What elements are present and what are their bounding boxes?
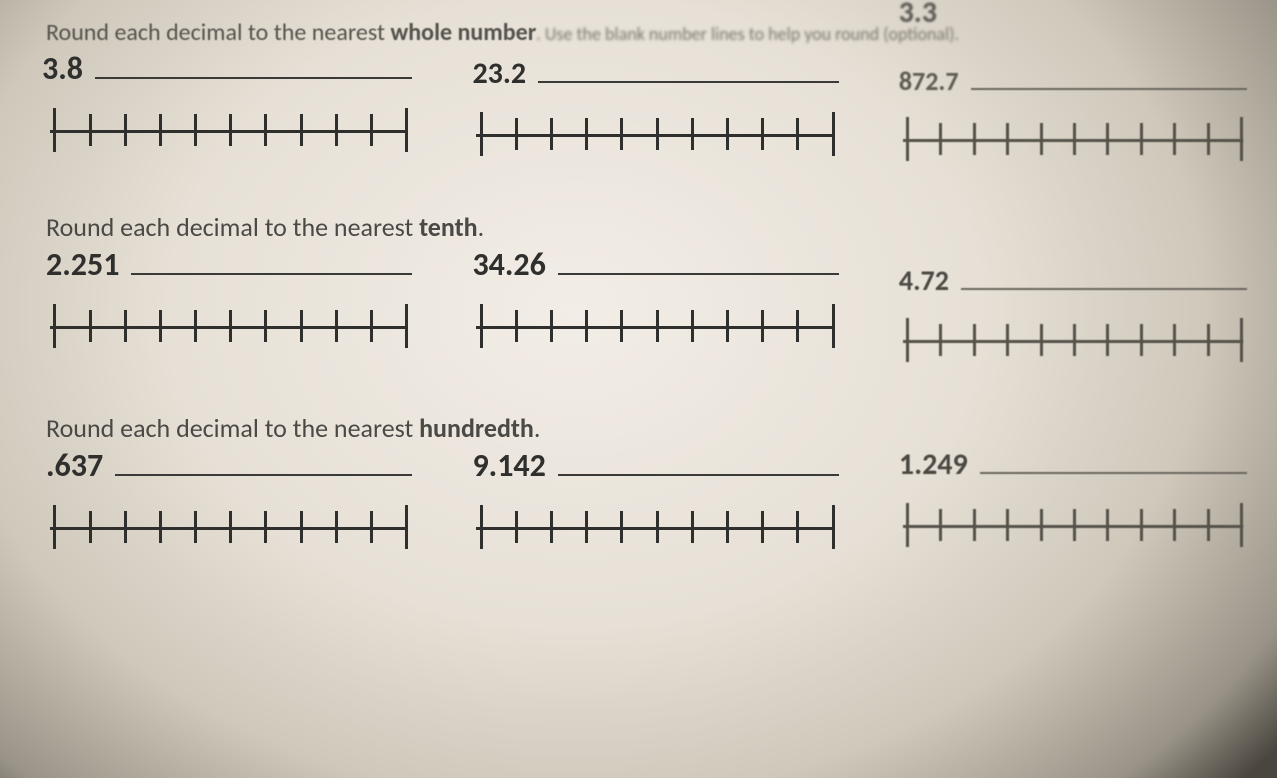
problem-cell: 2.251 [46, 245, 412, 358]
problem-cell: 23.2 [472, 55, 838, 166]
problem-prompt: 2.251 [46, 245, 412, 284]
instruction-text-post: . [534, 412, 541, 444]
instruction-text-bold: tenth [419, 211, 477, 243]
answer-blank[interactable] [971, 70, 1247, 90]
section-tenth: Round each decimal to the nearest tenth.… [46, 211, 1247, 372]
problem-value: 23.2 [472, 55, 526, 92]
number-line[interactable] [899, 312, 1247, 372]
problem-prompt: .637 [46, 446, 412, 485]
section-hundredth: Round each decimal to the nearest hundre… [46, 412, 1247, 559]
problem-prompt: 34.26 [472, 245, 838, 284]
section-whole-number: Round each decimal to the nearest whole … [46, 18, 1247, 171]
problem-value: 4.72 [899, 263, 949, 298]
instruction-text-bold: hundredth [419, 412, 534, 444]
problem-prompt: 872.7 [899, 65, 1247, 97]
answer-blank[interactable] [558, 255, 839, 275]
number-line[interactable] [46, 499, 412, 559]
answer-blank[interactable] [980, 454, 1247, 474]
problem-value: 2.251 [46, 245, 119, 284]
answer-blank[interactable] [558, 456, 839, 476]
answer-blank[interactable] [131, 255, 412, 275]
problem-row: .637 9.142 1.249 [46, 446, 1247, 559]
problem-prompt: 23.2 [472, 55, 838, 92]
number-line[interactable] [472, 499, 838, 559]
problem-cell: 9.142 [472, 446, 838, 559]
number-line[interactable] [472, 298, 838, 358]
number-line[interactable] [899, 497, 1247, 557]
problem-prompt: 1.249 [899, 446, 1247, 483]
instruction-text-post: . [478, 211, 485, 243]
instruction-whole: Round each decimal to the nearest whole … [46, 18, 1247, 47]
instruction-text-pre: Round each decimal to the nearest [46, 18, 390, 47]
problem-value: 9.142 [472, 446, 545, 485]
worksheet-page: 3.3 Round each decimal to the nearest wh… [0, 0, 1277, 778]
problem-cell: 4.72 [899, 263, 1247, 372]
instruction-hundredth: Round each decimal to the nearest hundre… [46, 412, 1247, 444]
instruction-text-pre: Round each decimal to the nearest [46, 211, 419, 243]
answer-blank[interactable] [961, 270, 1247, 290]
problem-cell: 34.26 [472, 245, 838, 358]
problem-value: 872.7 [899, 65, 959, 97]
problem-row: 2.251 34.26 4.72 [46, 245, 1247, 372]
number-line[interactable] [46, 102, 412, 162]
answer-blank[interactable] [115, 456, 412, 476]
instruction-tenth: Round each decimal to the nearest tenth. [46, 211, 1247, 243]
problem-value: 34.26 [472, 245, 545, 284]
instruction-text-pre: Round each decimal to the nearest [46, 412, 419, 444]
problem-value: 1.249 [899, 446, 968, 483]
problem-value: .637 [46, 446, 103, 485]
number-line[interactable] [899, 111, 1247, 171]
instruction-text-bold: whole number [390, 18, 536, 47]
problem-cell: .637 [46, 446, 412, 559]
problem-cell: 1.249 [899, 446, 1247, 557]
problem-cell: 872.7 [899, 65, 1247, 171]
number-line[interactable] [472, 106, 838, 166]
answer-blank[interactable] [538, 63, 839, 83]
problem-value: 3.8 [42, 49, 83, 88]
problem-prompt: 9.142 [472, 446, 838, 485]
answer-blank[interactable] [95, 59, 412, 79]
problem-row: 3.8 23.2 872.7 [46, 49, 1247, 171]
problem-cell: 3.8 [46, 49, 412, 162]
problem-prompt: 3.8 [42, 49, 412, 88]
instruction-text-post: . Use the blank number lines to help you… [536, 23, 959, 45]
number-line[interactable] [46, 298, 412, 358]
problem-prompt: 4.72 [899, 263, 1247, 298]
